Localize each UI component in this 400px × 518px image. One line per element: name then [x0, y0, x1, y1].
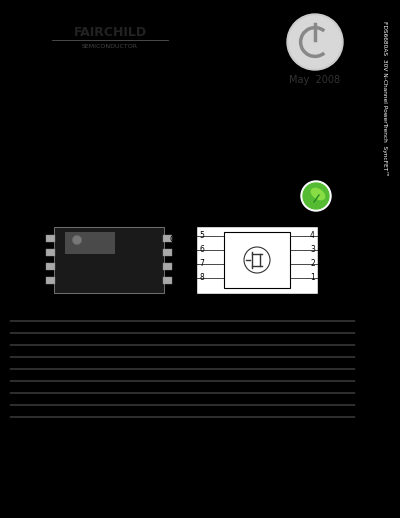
- FancyBboxPatch shape: [196, 226, 318, 294]
- Bar: [163, 263, 172, 270]
- Text: Features: Features: [15, 126, 60, 135]
- Circle shape: [301, 181, 331, 211]
- Circle shape: [244, 247, 270, 273]
- Text: • Synchronous rectification for DC-DC converters: • Synchronous rectification for DC-DC co…: [15, 184, 187, 190]
- Bar: [163, 277, 172, 284]
- Bar: [46, 235, 55, 242]
- Circle shape: [289, 16, 341, 68]
- Bar: [163, 249, 172, 256]
- FancyBboxPatch shape: [65, 232, 115, 254]
- Ellipse shape: [311, 189, 325, 199]
- Text: G: G: [170, 236, 176, 244]
- Text: 30V N-Channel PowerTrench® SyncFET™: 30V N-Channel PowerTrench® SyncFET™: [15, 105, 201, 114]
- Text: • Optimized for high frequency synchronous buck converter: • Optimized for high frequency synchrono…: [15, 157, 226, 163]
- Text: • Low gate charge: • Low gate charge: [15, 147, 79, 153]
- Text: 5: 5: [199, 232, 204, 240]
- Text: 7: 7: [199, 260, 204, 268]
- Text: Applications: Applications: [15, 173, 78, 182]
- Text: SEMICONDUCTOR: SEMICONDUCTOR: [82, 45, 138, 50]
- Text: 1: 1: [310, 274, 315, 282]
- FancyBboxPatch shape: [54, 227, 164, 293]
- Circle shape: [73, 236, 81, 244]
- FancyBboxPatch shape: [224, 232, 290, 288]
- Bar: [46, 249, 55, 256]
- Text: May  2008: May 2008: [290, 75, 340, 85]
- Text: S: S: [37, 271, 42, 281]
- Text: 6: 6: [199, 246, 204, 254]
- Text: FDS6680AS: FDS6680AS: [15, 88, 114, 103]
- Bar: [46, 277, 55, 284]
- Text: • Advanced PowerTrench® process yields low RDS(ON): • Advanced PowerTrench® process yields l…: [15, 137, 208, 144]
- Text: 3: 3: [310, 246, 315, 254]
- Bar: [163, 235, 172, 242]
- Text: Absolute Maximum Ratings: Absolute Maximum Ratings: [15, 308, 154, 317]
- Bar: [46, 263, 55, 270]
- Circle shape: [287, 14, 343, 70]
- Text: 4: 4: [310, 232, 315, 240]
- Text: 2: 2: [310, 260, 315, 268]
- Text: D: D: [36, 236, 42, 244]
- Text: 8: 8: [199, 274, 204, 282]
- Text: FAIRCHILD: FAIRCHILD: [74, 26, 146, 39]
- Text: FDS6680AS  30V N-Channel PowerTrench  SyncFET™: FDS6680AS 30V N-Channel PowerTrench Sync…: [382, 21, 388, 176]
- Text: • Load switching: • Load switching: [15, 194, 74, 200]
- Circle shape: [303, 183, 329, 209]
